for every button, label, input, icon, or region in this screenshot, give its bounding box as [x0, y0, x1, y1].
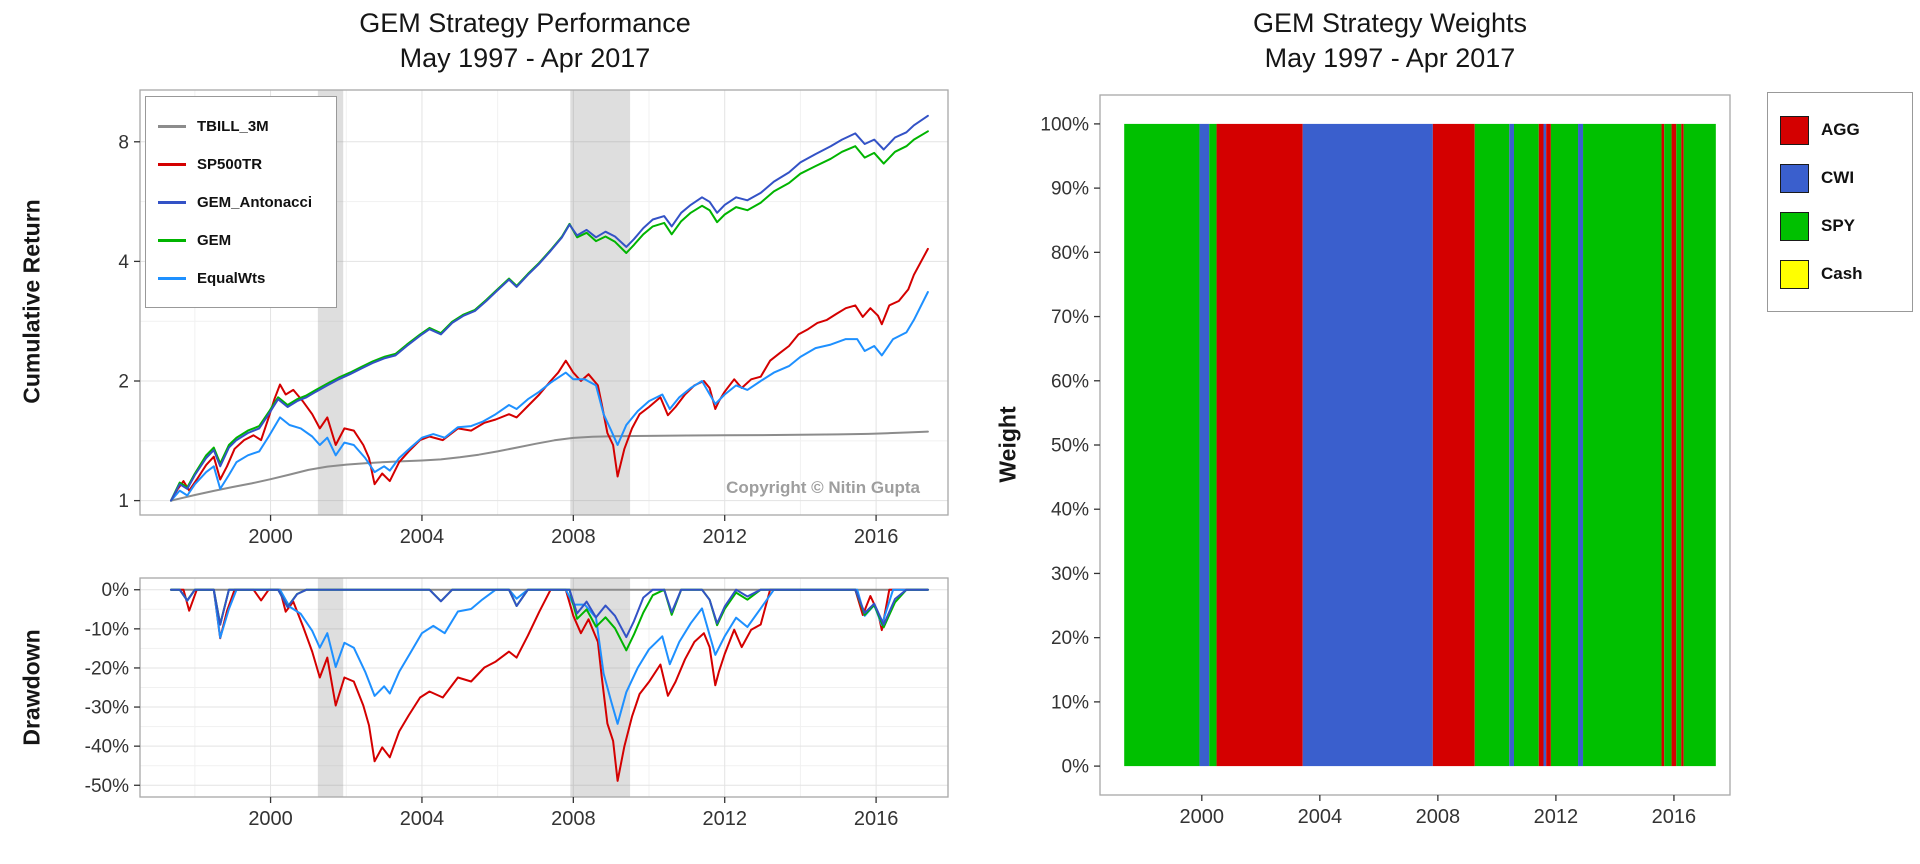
- svg-text:70%: 70%: [1051, 307, 1089, 328]
- svg-text:8: 8: [118, 132, 129, 153]
- svg-text:2012: 2012: [1534, 806, 1579, 828]
- svg-text:-30%: -30%: [85, 698, 129, 719]
- legend-color-swatch: [1780, 115, 1809, 145]
- svg-text:90%: 90%: [1051, 179, 1089, 200]
- svg-text:80%: 80%: [1051, 243, 1089, 264]
- legend-label: TBILL_3M: [197, 117, 269, 135]
- performance-subtitle: May 1997 - Apr 2017: [399, 43, 651, 73]
- svg-text:40%: 40%: [1051, 500, 1089, 521]
- svg-text:2016: 2016: [1652, 806, 1697, 828]
- legend-line-swatch: [158, 200, 186, 204]
- svg-text:50%: 50%: [1051, 436, 1089, 457]
- svg-text:-40%: -40%: [85, 737, 129, 758]
- svg-text:2008: 2008: [1416, 806, 1461, 828]
- legend-label: SPY: [1821, 216, 1856, 235]
- weights-legend: AGG CWI SPY Cash: [1767, 92, 1913, 312]
- legend-color-swatch: [1780, 259, 1809, 289]
- weight-y-axis-title: Weight: [994, 406, 1021, 483]
- legend-item-EqualWts: EqualWts: [146, 259, 336, 297]
- svg-text:4: 4: [118, 252, 129, 273]
- weights-title: GEM Strategy Weights: [1252, 8, 1528, 38]
- weights-chart: 2000 2004 2008 2012 2016 0% 10% 20% 30% 40% 50% 60%…: [1040, 94, 1731, 828]
- svg-text:10%: 10%: [1051, 692, 1089, 713]
- legend-label: CWI: [1821, 168, 1855, 187]
- svg-text:2004: 2004: [400, 808, 445, 830]
- svg-text:-50%: -50%: [85, 776, 129, 797]
- legend-line-swatch: [158, 124, 186, 128]
- weights-header: GEM Strategy Weights May 1997 - Apr 2017: [1040, 6, 1740, 76]
- svg-text:-10%: -10%: [85, 619, 129, 640]
- drawdown-chart: 2000 2004 2008 2012 2016 0% -10% -20% -30% -40% -5…: [85, 577, 949, 830]
- legend-item-Cash: Cash: [1768, 250, 1912, 298]
- legend-label: Cash: [1821, 264, 1863, 283]
- svg-text:0%: 0%: [102, 580, 130, 601]
- legend-line-swatch: [158, 276, 186, 280]
- svg-text:2012: 2012: [702, 526, 747, 548]
- svg-text:30%: 30%: [1051, 564, 1089, 585]
- legend-line-swatch: [158, 238, 186, 242]
- copyright-watermark: Copyright © Nitin Gupta: [726, 478, 920, 497]
- svg-text:2004: 2004: [400, 526, 445, 548]
- cumulative-return-y-axis-title: Cumulative Return: [18, 199, 45, 404]
- legend-item-TBILL_3M: TBILL_3M: [146, 107, 336, 145]
- performance-legend: TBILL_3M SP500TR GEM_Antonacci GEM EqualWts: [145, 96, 337, 308]
- svg-text:60%: 60%: [1051, 371, 1089, 392]
- svg-text:20%: 20%: [1051, 628, 1089, 649]
- weights-subtitle: May 1997 - Apr 2017: [1264, 43, 1516, 73]
- legend-label: GEM_Antonacci: [197, 193, 313, 211]
- legend-label: GEM: [197, 231, 232, 249]
- svg-text:2000: 2000: [1180, 806, 1225, 828]
- svg-text:2016: 2016: [854, 526, 899, 548]
- svg-text:-20%: -20%: [85, 658, 129, 679]
- legend-item-CWI: CWI: [1768, 154, 1912, 202]
- legend-item-AGG: AGG: [1768, 106, 1912, 154]
- legend-item-GEM_Antonacci: GEM_Antonacci: [146, 183, 336, 221]
- legend-label: EqualWts: [197, 269, 266, 287]
- svg-text:1: 1: [118, 491, 129, 512]
- svg-text:2008: 2008: [551, 526, 596, 548]
- svg-text:2000: 2000: [248, 526, 293, 548]
- performance-title: GEM Strategy Performance: [359, 8, 691, 38]
- svg-text:2: 2: [118, 372, 129, 393]
- legend-color-swatch: [1780, 211, 1809, 241]
- legend-line-swatch: [158, 162, 186, 166]
- svg-text:100%: 100%: [1040, 114, 1089, 135]
- svg-text:2012: 2012: [702, 808, 747, 830]
- drawdown-y-axis-title: Drawdown: [18, 629, 45, 746]
- svg-text:2004: 2004: [1298, 806, 1343, 828]
- performance-header: GEM Strategy Performance May 1997 - Apr …: [75, 6, 975, 76]
- legend-item-GEM: GEM: [146, 221, 336, 259]
- svg-text:0%: 0%: [1062, 757, 1090, 778]
- svg-text:2000: 2000: [248, 808, 293, 830]
- svg-text:2008: 2008: [551, 808, 596, 830]
- legend-item-SPY: SPY: [1768, 202, 1912, 250]
- legend-label: SP500TR: [197, 155, 263, 173]
- legend-label: AGG: [1821, 120, 1860, 139]
- legend-color-swatch: [1780, 163, 1809, 193]
- svg-text:2016: 2016: [854, 808, 899, 830]
- legend-item-SP500TR: SP500TR: [146, 145, 336, 183]
